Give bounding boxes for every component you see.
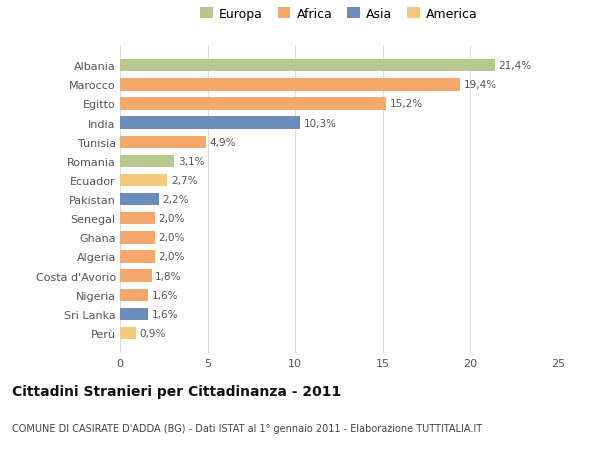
Text: 19,4%: 19,4%: [463, 80, 497, 90]
Bar: [120, 155, 175, 168]
Text: 3,1%: 3,1%: [178, 157, 205, 167]
Bar: [120, 289, 148, 301]
Bar: [120, 98, 386, 111]
Bar: [120, 251, 155, 263]
Text: 2,0%: 2,0%: [158, 214, 185, 224]
Text: 10,3%: 10,3%: [304, 118, 337, 129]
Text: 2,0%: 2,0%: [158, 233, 185, 243]
Text: 2,2%: 2,2%: [162, 195, 188, 205]
Text: Cittadini Stranieri per Cittadinanza - 2011: Cittadini Stranieri per Cittadinanza - 2…: [12, 384, 341, 398]
Text: 2,0%: 2,0%: [158, 252, 185, 262]
Bar: [120, 327, 136, 340]
Text: 4,9%: 4,9%: [209, 137, 236, 147]
Bar: [120, 213, 155, 225]
Text: 21,4%: 21,4%: [499, 61, 532, 71]
Bar: [120, 270, 152, 282]
Bar: [120, 117, 301, 129]
Bar: [120, 193, 158, 206]
Bar: [120, 60, 495, 72]
Text: 1,6%: 1,6%: [152, 309, 178, 319]
Legend: Europa, Africa, Asia, America: Europa, Africa, Asia, America: [195, 3, 483, 26]
Text: COMUNE DI CASIRATE D'ADDA (BG) - Dati ISTAT al 1° gennaio 2011 - Elaborazione TU: COMUNE DI CASIRATE D'ADDA (BG) - Dati IS…: [12, 424, 482, 433]
Bar: [120, 136, 206, 149]
Bar: [120, 308, 148, 320]
Bar: [120, 79, 460, 91]
Text: 2,7%: 2,7%: [171, 176, 197, 185]
Text: 1,6%: 1,6%: [152, 290, 178, 300]
Text: 1,8%: 1,8%: [155, 271, 182, 281]
Text: 0,9%: 0,9%: [139, 328, 166, 338]
Text: 15,2%: 15,2%: [390, 99, 423, 109]
Bar: [120, 174, 167, 187]
Bar: [120, 232, 155, 244]
